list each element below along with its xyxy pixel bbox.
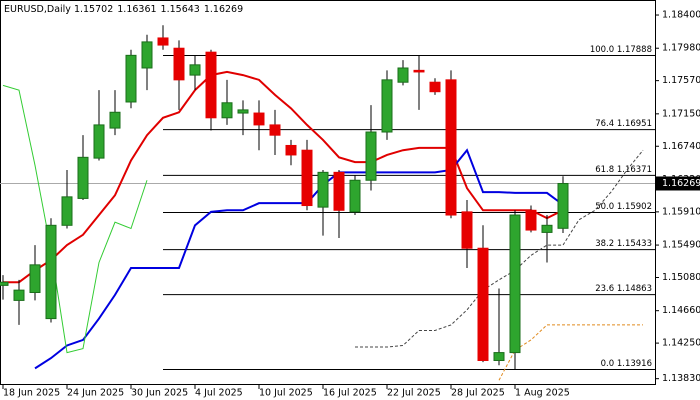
y-tick-label: 1.18400	[662, 10, 700, 21]
candle-body	[237, 109, 249, 114]
y-tick-label: 1.14660	[662, 305, 700, 316]
chart-header: EURUSD,Daily 1.15702 1.16361 1.15643 1.1626…	[4, 4, 243, 15]
candle-body	[157, 37, 169, 46]
x-tick-label: 10 Jul 2025	[259, 388, 313, 399]
candle-body	[77, 156, 89, 199]
indicator-line	[34, 148, 564, 370]
x-tick-label: 28 Jul 2025	[451, 388, 505, 399]
candle-body	[509, 214, 521, 354]
indicator-line	[3, 70, 564, 284]
x-tick-label: 4 Jul 2025	[195, 388, 243, 399]
candle-body	[365, 131, 377, 181]
y-tick-label: 1.17570	[662, 75, 700, 86]
plot-frame	[0, 0, 656, 385]
y-tick-label: 1.15910	[662, 206, 700, 217]
ohlc-value: 1.15702	[74, 4, 113, 15]
indicator-line	[498, 324, 643, 381]
candle-body	[29, 264, 41, 294]
candle-body	[13, 289, 25, 301]
candle-body	[0, 281, 9, 286]
candle-body	[269, 124, 281, 136]
candle-body	[397, 67, 409, 83]
fib-label: 61.8 1.16371	[595, 165, 652, 175]
candle-body	[205, 51, 217, 119]
candle-body	[125, 54, 137, 103]
candle-body	[557, 182, 569, 229]
candle-body	[477, 247, 489, 361]
candle-body	[173, 47, 185, 81]
fib-label: 38.2 1.15433	[595, 239, 652, 249]
x-tick-label: 30 Jun 2025	[131, 388, 188, 399]
candle-body	[301, 149, 313, 207]
candle-body	[333, 171, 345, 211]
chart-title: EURUSD,Daily	[4, 4, 71, 15]
candle-body	[541, 224, 553, 233]
candle-body	[61, 196, 73, 226]
ohlc: 1.15702 1.16361 1.15643 1.16269	[74, 4, 243, 15]
fib-label: 0.0 1.13916	[601, 359, 652, 369]
candle-body	[141, 41, 153, 69]
y-tick-label: 1.15080	[662, 272, 700, 283]
fib-label: 76.4 1.16951	[595, 119, 652, 129]
ohlc-value: 1.15643	[161, 4, 200, 15]
fib-label: 100.0 1.17888	[590, 45, 652, 55]
candle-body	[461, 211, 473, 249]
y-tick-label: 1.14250	[662, 338, 700, 349]
candle-body	[109, 111, 121, 129]
ohlc-value: 1.16269	[204, 4, 243, 15]
x-tick-label: 1 Aug 2025	[515, 388, 570, 399]
price-tag-label: 1.16269	[662, 178, 700, 189]
candle-body	[493, 352, 505, 361]
candle-body	[285, 144, 297, 156]
x-tick-label: 16 Jul 2025	[323, 388, 377, 399]
indicator-line	[2, 84, 148, 354]
candle-body	[45, 224, 57, 320]
y-tick-label: 1.16740	[662, 141, 700, 152]
x-tick-label: 18 Jun 2025	[3, 388, 60, 399]
candle-body	[525, 209, 537, 231]
ohlc-value: 1.16361	[117, 4, 156, 15]
x-tick-label: 22 Jul 2025	[387, 388, 441, 399]
candle-body	[317, 171, 329, 208]
candle-body	[253, 112, 265, 126]
candle-body	[429, 81, 441, 93]
candle-body	[189, 64, 201, 76]
candle-body	[445, 79, 457, 216]
candle-body	[381, 79, 393, 133]
y-tick-label: 1.17980	[662, 43, 700, 54]
candle-body	[349, 179, 361, 213]
candle-body	[93, 124, 105, 159]
candle-body	[221, 102, 233, 119]
candle-body	[413, 69, 425, 73]
price-tag	[656, 176, 700, 191]
fib-label: 23.6 1.14863	[595, 284, 652, 294]
y-tick-label: 1.15490	[662, 240, 700, 251]
x-tick-label: 24 Jun 2025	[67, 388, 124, 399]
y-tick-label: 1.17150	[662, 108, 700, 119]
y-tick-label: 1.13830	[662, 373, 700, 384]
fib-label: 50.0 1.15902	[595, 202, 652, 212]
